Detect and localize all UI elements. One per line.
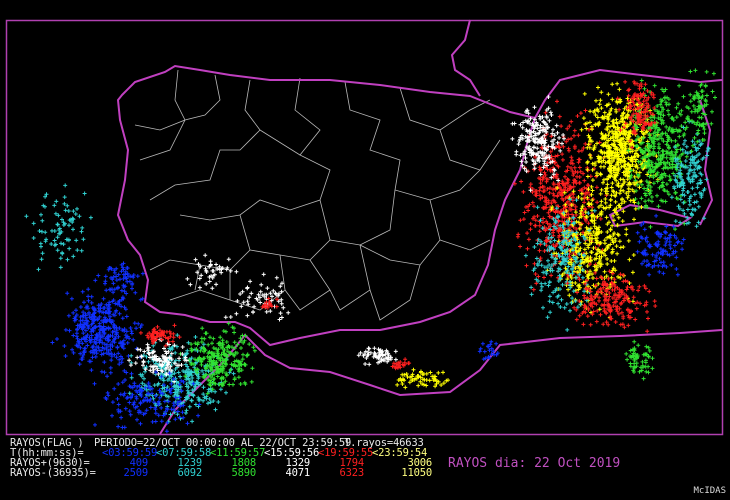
total-strikes: T.rayos=46633: [344, 437, 424, 449]
header-row: RAYOS(FLAG ) PERIODO=22/OCT 00:00:00 AL …: [10, 437, 440, 449]
negative-value-6: 11050: [401, 467, 432, 479]
negative-label: RAYOS-(36935)=: [10, 467, 96, 479]
strike-cluster: [669, 119, 711, 229]
strike-cluster: [615, 79, 657, 150]
negative-value-2: 6092: [177, 467, 203, 479]
map-frame: [5, 19, 724, 436]
strike-cluster: [635, 213, 686, 277]
time-band-4: <15:59:56: [264, 447, 320, 459]
period-label: PERIODO=22/OCT 00:00:00 AL 22/OCT 23:59:…: [94, 437, 352, 449]
strike-cluster: [395, 367, 450, 390]
iberia-coast: [116, 64, 537, 347]
france-coast: [450, 19, 481, 97]
mcidas-logo: McIDAS: [693, 486, 726, 496]
strike-cluster: [510, 95, 566, 193]
negative-value-5: 6323: [339, 467, 365, 479]
strike-cluster: [185, 253, 239, 291]
strike-cluster: [565, 262, 658, 334]
positive-value-1: 409: [129, 457, 149, 469]
strike-cluster: [178, 321, 257, 396]
strike-cluster: [523, 197, 597, 332]
strike-cluster: [477, 339, 500, 362]
positive-row: RAYOS+(9630)= 409 1239 1808 1329 1794 30…: [10, 457, 440, 469]
time-band-5: <19:59:55: [318, 447, 374, 459]
negative-value-1: 2509: [123, 467, 149, 479]
strike-cluster: [356, 346, 398, 367]
positive-value-6: 3006: [407, 457, 433, 469]
strike-cluster: [260, 296, 279, 310]
strike-cluster: [127, 333, 236, 424]
strike-cluster: [50, 281, 145, 379]
map-canvas: [5, 19, 724, 436]
statistics-panel: RAYOS(FLAG ) PERIODO=22/OCT 00:00:00 AL …: [10, 437, 440, 479]
lightning-strikes: [24, 68, 717, 434]
strike-cluster: [93, 261, 145, 303]
strike-cluster: [138, 323, 182, 348]
positive-label: RAYOS+(9630)=: [10, 457, 90, 469]
time-band-3: <11:59:57: [210, 447, 266, 459]
strike-cluster: [24, 183, 93, 272]
strike-cluster: [223, 272, 291, 322]
negative-value-4: 4071: [285, 467, 311, 479]
sardinia-coast: [699, 99, 714, 226]
time-band-6: <23:59:54: [372, 447, 428, 459]
strike-cluster: [626, 78, 697, 232]
strike-cluster: [681, 68, 717, 154]
time-row: T(hh:mm:ss)= <03:59:59 <07:59:58 <11:59:…: [10, 447, 440, 459]
negative-value-3: 5890: [231, 467, 257, 479]
positive-value-2: 1239: [177, 457, 203, 469]
time-band-1: <03:59:59: [102, 447, 158, 459]
negative-row: RAYOS-(36935)= 2509 6092 5890 4071 6323 …: [10, 467, 440, 479]
flag-label: RAYOS(FLAG ): [10, 437, 84, 449]
time-label: T(hh:mm:ss)=: [10, 447, 84, 459]
positive-value-5: 1794: [339, 457, 365, 469]
map-title: RAYOS dia: 22 Oct 2019: [448, 456, 621, 471]
province-borders: [134, 69, 501, 321]
strike-cluster: [390, 357, 412, 371]
time-band-2: <07:59:58: [156, 447, 212, 459]
strike-cluster: [92, 368, 202, 434]
positive-value-3: 1808: [231, 457, 257, 469]
strike-cluster: [624, 339, 655, 381]
france-med-coast: [534, 68, 723, 119]
positive-value-4: 1329: [285, 457, 311, 469]
